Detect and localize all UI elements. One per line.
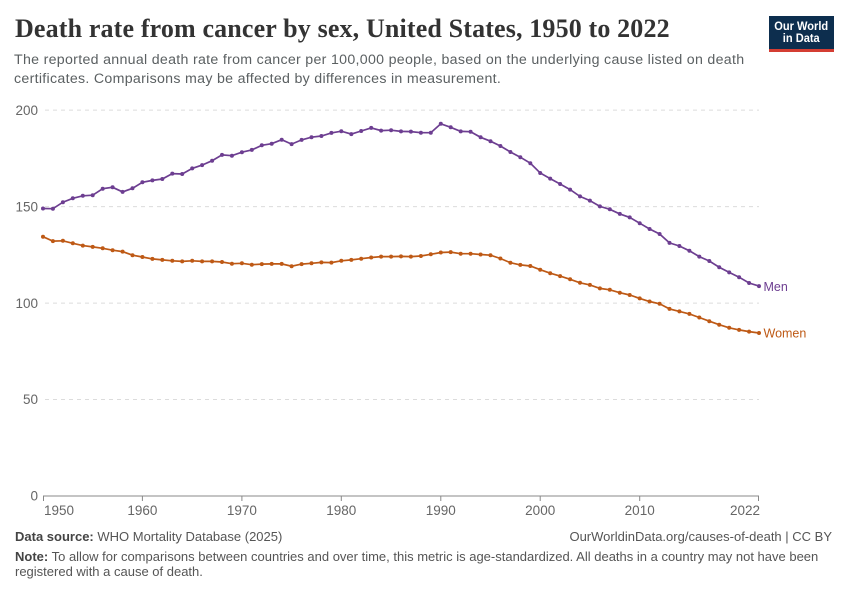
svg-text:1970: 1970 [227, 503, 257, 518]
svg-text:1960: 1960 [127, 503, 157, 518]
svg-text:1990: 1990 [426, 503, 456, 518]
svg-text:0: 0 [30, 489, 38, 504]
svg-text:2000: 2000 [525, 503, 555, 518]
svg-text:Men: Men [764, 280, 788, 294]
svg-text:1950: 1950 [44, 503, 74, 518]
svg-text:1980: 1980 [326, 503, 356, 518]
svg-text:2010: 2010 [625, 503, 655, 518]
svg-text:200: 200 [15, 103, 38, 118]
svg-text:100: 100 [15, 296, 38, 311]
svg-text:150: 150 [15, 199, 38, 214]
svg-text:2022: 2022 [730, 503, 760, 518]
svg-text:Women: Women [764, 326, 807, 340]
svg-text:50: 50 [23, 392, 38, 407]
